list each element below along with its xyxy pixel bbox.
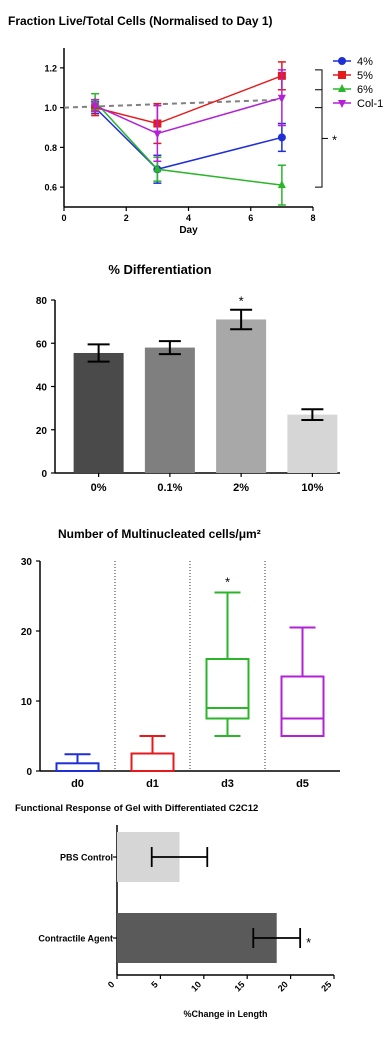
x-tick-label: 2 <box>124 213 129 223</box>
y-tick-label: 0.6 <box>44 183 57 193</box>
hbar-chart: 0 5 10 15 20 25 %Change in Length PBS Control Co… <box>38 825 335 1019</box>
significance-star: * <box>306 935 311 950</box>
significance-star: * <box>332 132 337 147</box>
legend-label: 4% <box>357 56 373 68</box>
series-line <box>94 107 283 171</box>
bar <box>117 913 277 963</box>
x-tick-label: 6 <box>248 213 253 223</box>
data-point <box>277 133 286 142</box>
hbar-chart-panel: Functional Response of Gel with Differen… <box>0 795 390 1043</box>
y-tick-label: 60 <box>36 339 48 350</box>
data-point <box>153 130 162 139</box>
x-tick-label: 4 <box>186 213 191 223</box>
data-point <box>338 84 346 92</box>
box-chart: 0 10 20 30 d0 d1 d3 * d5 <box>21 557 340 790</box>
line-chart: 0.6 0.8 1.0 1.2 0 2 4 6 8 Day * 4% 5% 6% Col-1 <box>44 48 383 236</box>
x-tick-label: 10% <box>301 482 323 494</box>
y-tick-label: 0.8 <box>44 143 57 153</box>
bar <box>287 414 338 473</box>
x-tick-label: 0 <box>106 979 117 990</box>
x-tick-label: d0 <box>71 778 84 790</box>
significance-star: * <box>239 294 244 309</box>
x-axis-label: %Change in Length <box>184 1009 268 1019</box>
data-point <box>277 94 286 103</box>
series-line <box>94 75 283 125</box>
y-tick-label: 10 <box>21 697 33 708</box>
y-tick-label: 20 <box>21 627 33 638</box>
y-tick-label: 40 <box>36 383 48 394</box>
y-tick-label: 0 <box>41 469 47 480</box>
x-tick-label: 0% <box>91 482 107 494</box>
x-tick-label: 0 <box>61 213 66 223</box>
box <box>130 752 175 772</box>
data-point <box>338 57 346 65</box>
box <box>205 658 250 720</box>
bar-chart-panel: % Differentiation 0 20 40 60 80 0% 0.1% 2% * 10% <box>0 250 390 510</box>
data-point <box>277 180 286 189</box>
bar <box>73 352 124 473</box>
series-line <box>94 96 283 135</box>
box <box>55 762 100 773</box>
data-point <box>338 100 346 108</box>
x-axis-label: Day <box>179 225 198 236</box>
y-tick-label: 20 <box>36 426 48 437</box>
y-tick-label: Contractile Agent <box>38 934 113 944</box>
chart-title: % Differentiation <box>108 262 212 277</box>
data-point <box>338 71 346 79</box>
data-point <box>91 102 100 111</box>
box <box>280 675 325 737</box>
x-tick-label: 2% <box>233 482 249 494</box>
y-tick-label: 1.0 <box>44 103 57 113</box>
x-tick-label: 5 <box>149 979 160 990</box>
x-tick-label: 20 <box>276 979 290 993</box>
x-tick-label: 0.1% <box>157 482 182 494</box>
y-tick-label: 80 <box>36 296 48 307</box>
bar <box>216 319 267 473</box>
legend-label: Col-1 <box>357 98 383 110</box>
bar-chart: 0 20 40 60 80 0% 0.1% 2% * 10% <box>36 294 340 494</box>
box-chart-panel: Number of Multinucleated cells/μm² 0 10 20… <box>0 515 390 790</box>
legend-label: 5% <box>357 70 373 82</box>
x-tick-label: 15 <box>232 979 246 993</box>
y-tick-label: PBS Control <box>60 853 113 863</box>
chart-title: Fraction Live/Total Cells (Normalised to… <box>8 14 273 28</box>
significance-star: * <box>225 575 230 590</box>
bar <box>144 347 195 473</box>
y-tick-label: 30 <box>21 557 33 568</box>
significance-bracket <box>315 89 323 188</box>
x-tick-label: d5 <box>296 778 309 790</box>
x-tick-label: d3 <box>221 778 234 790</box>
x-tick-label: 25 <box>319 979 333 993</box>
legend-label: 6% <box>357 84 373 96</box>
x-tick-label: d1 <box>146 778 159 790</box>
y-tick-label: 1.2 <box>44 63 57 73</box>
data-point <box>153 164 162 173</box>
chart-title: Number of Multinucleated cells/μm² <box>58 527 261 541</box>
significance-bracket <box>315 69 323 109</box>
chart-title: Functional Response of Gel with Differen… <box>15 803 259 814</box>
y-tick-label: 0 <box>26 767 32 778</box>
x-tick-label: 8 <box>310 213 315 223</box>
x-tick-label: 10 <box>189 979 203 993</box>
line-chart-panel: Fraction Live/Total Cells (Normalised to… <box>0 0 390 240</box>
